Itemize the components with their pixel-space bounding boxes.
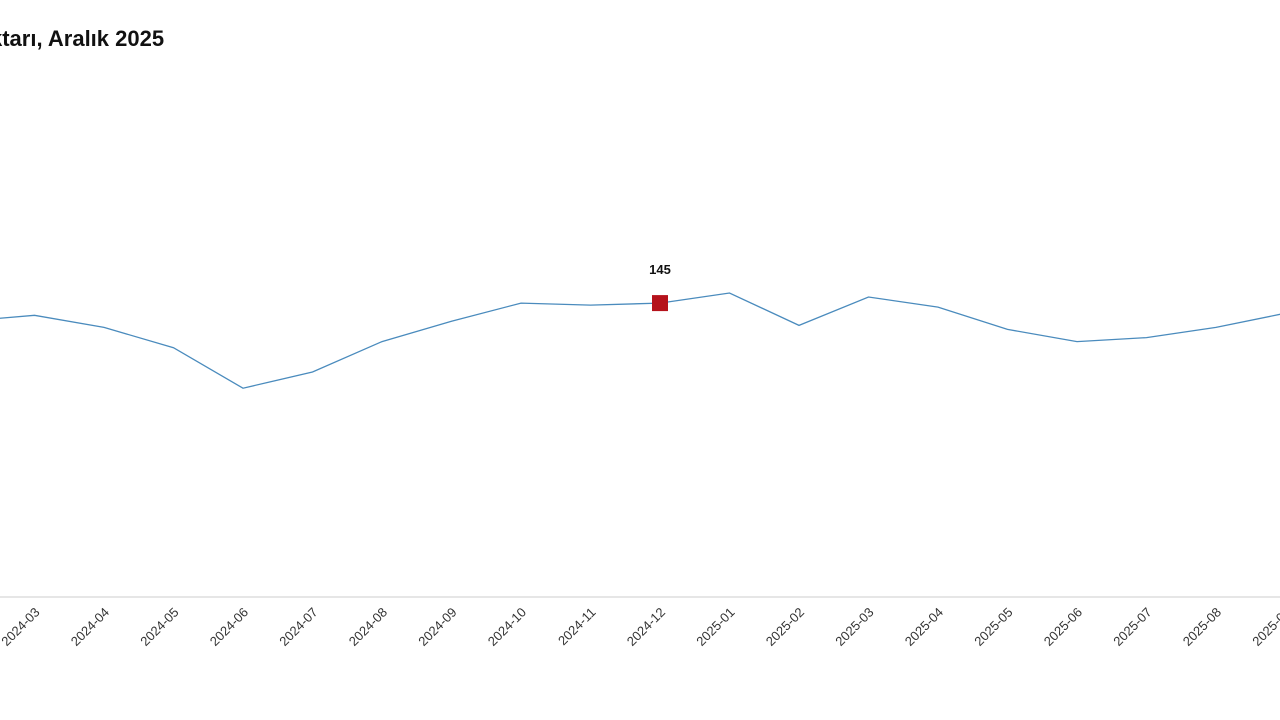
x-tick-label: 2024-03	[0, 605, 43, 649]
x-tick-label: 2025-04	[902, 605, 946, 649]
highlight-data-label: 145	[649, 262, 671, 277]
x-axis-ticks: 2024-022024-032024-042024-052024-062024-…	[0, 605, 1280, 649]
highlight-marker[interactable]	[652, 295, 668, 312]
x-tick-label: 2024-12	[624, 605, 668, 649]
series-line	[0, 292, 1280, 389]
x-tick-label: 2025-06	[1041, 605, 1085, 649]
x-tick-label: 2025-02	[763, 605, 807, 649]
x-tick-label: 2025-01	[693, 605, 737, 649]
x-tick-label: 2025-07	[1110, 605, 1154, 649]
x-tick-label: 2024-11	[555, 605, 599, 649]
chart-title: ktarı, Aralık 2025	[0, 26, 165, 51]
x-tick-label: 2024-10	[485, 605, 529, 649]
x-tick-label: 2024-04	[68, 605, 112, 649]
x-tick-label: 2024-09	[415, 605, 459, 649]
x-tick-label: 2024-08	[346, 605, 390, 649]
x-tick-label: 2024-06	[207, 605, 251, 649]
x-tick-label: 2025-05	[971, 605, 1015, 649]
x-tick-label: 2025-03	[832, 605, 876, 649]
x-tick-label: 2025-08	[1180, 605, 1224, 649]
x-tick-label: 2024-05	[137, 605, 181, 649]
x-tick-label: 2024-07	[276, 605, 320, 649]
x-tick-label: 2025-09	[1249, 605, 1280, 649]
